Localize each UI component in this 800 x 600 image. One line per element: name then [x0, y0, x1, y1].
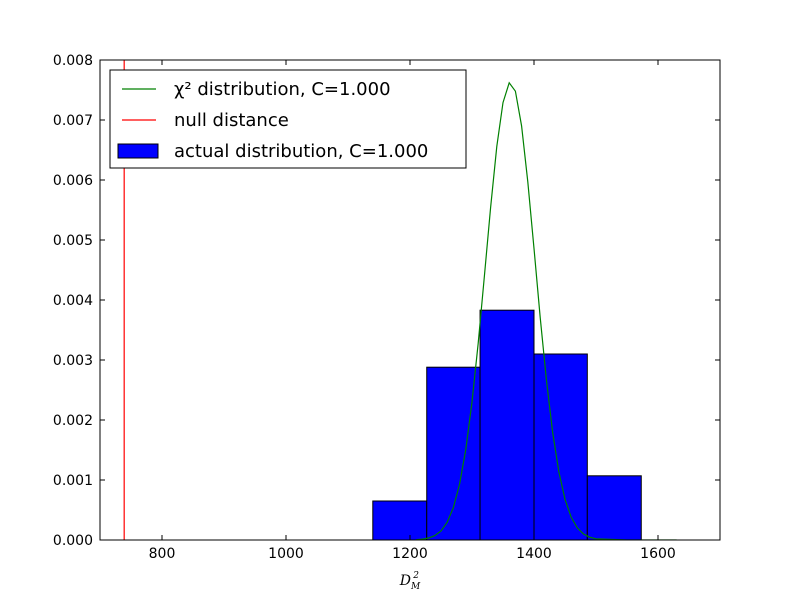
histogram-bar [533, 353, 588, 540]
y-tick-label: 0.007 [53, 113, 93, 129]
x-tick-label: 1400 [516, 546, 552, 562]
y-tick-label: 0.000 [53, 533, 93, 549]
legend-swatch [117, 143, 159, 159]
histogram-bar [586, 475, 642, 540]
legend-frame [109, 69, 467, 169]
y-tick-label: 0.002 [53, 413, 93, 429]
x-tick-label: 1200 [392, 546, 428, 562]
y-tick-label: 0.005 [53, 233, 93, 249]
y-tick-label: 0.006 [53, 173, 93, 189]
x-tick-label: 800 [149, 546, 176, 562]
line [416, 81, 677, 540]
histogram-bar [372, 500, 428, 540]
x-axis-label: DM2 [399, 571, 421, 592]
x-tick-label: 1000 [268, 546, 304, 562]
histogram-bar [479, 309, 535, 540]
histogram-bar [426, 366, 481, 540]
legend-label: actual distribution, C=1.000 [174, 141, 428, 162]
legend-label: null distance [174, 110, 289, 131]
y-tick-label: 0.008 [53, 53, 93, 69]
y-tick-label: 0.001 [53, 473, 93, 489]
y-tick-label: 0.003 [53, 353, 93, 369]
y-tick-label: 0.004 [53, 293, 93, 309]
plot-area [123, 60, 677, 540]
x-tick-label: 1600 [640, 546, 676, 562]
legend-label: χ² distribution, C=1.000 [174, 79, 391, 100]
